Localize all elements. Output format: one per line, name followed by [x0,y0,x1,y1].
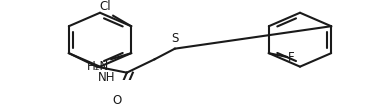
Text: H₂N: H₂N [87,60,109,73]
Text: NH: NH [98,71,115,84]
Text: S: S [171,32,179,45]
Text: O: O [112,94,121,107]
Text: F: F [288,51,294,64]
Text: Cl: Cl [100,0,111,13]
